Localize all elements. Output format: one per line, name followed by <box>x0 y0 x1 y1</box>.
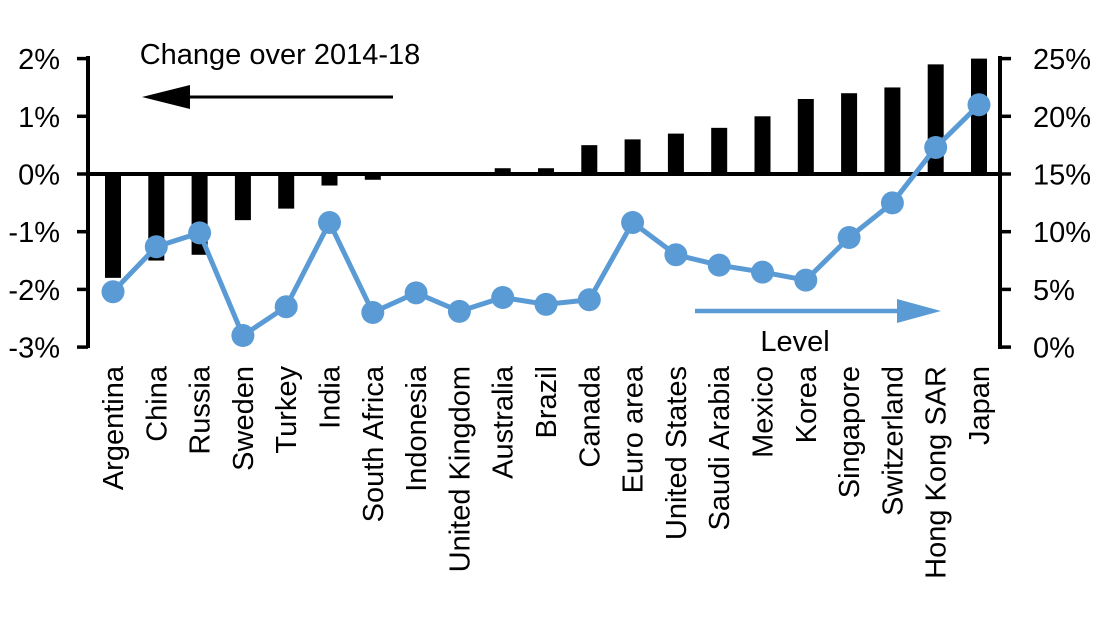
right-tick-label: 0% <box>1033 333 1075 365</box>
level-marker-china <box>144 235 168 259</box>
left-axis-ticks <box>77 56 88 349</box>
left-tick-label: 2% <box>18 44 60 76</box>
left-tick-label: -2% <box>8 275 60 307</box>
level-marker-canada <box>577 288 601 312</box>
bar-euro-area <box>624 139 641 174</box>
category-label-united-kingdom: United Kingdom <box>444 366 476 572</box>
category-label-saudi-arabia: Saudi Arabia <box>704 365 736 530</box>
left-tick-label: 1% <box>18 102 60 134</box>
category-label-russia: Russia <box>185 365 217 455</box>
category-label-mexico: Mexico <box>748 366 780 458</box>
left-tick-label: -1% <box>8 217 60 249</box>
category-label-china: China <box>141 365 173 442</box>
level-marker-singapore <box>837 225 861 249</box>
category-label-india: India <box>315 365 347 429</box>
category-label-brazil: Brazil <box>531 366 563 439</box>
category-label-japan: Japan <box>964 366 996 445</box>
level-marker-indonesia <box>404 281 428 305</box>
category-label-south-africa: South Africa <box>358 365 390 522</box>
level-arrow-right-icon <box>695 299 941 323</box>
level-marker-united-states <box>664 243 688 267</box>
level-marker-india <box>318 210 341 234</box>
bar-singapore <box>841 93 858 174</box>
category-label-turkey: Turkey <box>271 366 303 454</box>
category-label-euro-area: Euro area <box>618 365 650 493</box>
bar-turkey <box>278 174 295 209</box>
bar-sweden <box>234 174 251 221</box>
bar-korea <box>797 98 814 174</box>
left-tick-label: -3% <box>8 333 60 365</box>
level-marker-korea <box>794 268 818 292</box>
level-marker-mexico <box>751 260 774 284</box>
right-tick-label: 5% <box>1033 275 1075 307</box>
bar-switzerland <box>884 87 901 174</box>
category-label-korea: Korea <box>791 365 823 443</box>
right-axis-ticks <box>1000 56 1011 349</box>
level-marker-south-africa <box>361 300 385 324</box>
category-label-sweden: Sweden <box>228 366 260 471</box>
category-label-united-states: United States <box>661 366 693 540</box>
right-tick-label: 20% <box>1033 102 1091 134</box>
bar-australia <box>494 168 511 174</box>
category-label-indonesia: Indonesia <box>401 365 433 492</box>
bar-saudi-arabia <box>711 127 728 174</box>
line-series-title: Level <box>760 326 829 358</box>
left-axis-tick-labels: 2% 1% 0% -1% -2% -3% <box>8 44 60 365</box>
bar-mexico <box>754 116 771 174</box>
change-arrow-left-icon <box>142 85 393 109</box>
right-tick-label: 15% <box>1033 160 1091 192</box>
category-label-argentina: Argentina <box>98 365 130 490</box>
line-series-layer <box>101 93 991 348</box>
level-marker-hong-kong-sar <box>924 135 948 159</box>
right-axis-tick-labels: 25% 20% 15% 10% 5% 0% <box>1033 44 1091 365</box>
level-marker-argentina <box>101 280 125 304</box>
level-marker-euro-area <box>621 210 645 234</box>
bar-japan <box>971 58 987 174</box>
right-tick-label: 25% <box>1033 44 1091 76</box>
category-label-canada: Canada <box>574 365 606 467</box>
level-marker-united-kingdom <box>447 299 471 323</box>
left-tick-label: 0% <box>18 160 60 192</box>
category-label-hong-kong-sar: Hong Kong SAR <box>921 366 953 579</box>
bar-south-africa <box>364 174 381 180</box>
level-marker-sweden <box>231 324 255 348</box>
category-label-australia: Australia <box>488 365 520 479</box>
level-marker-turkey <box>274 295 298 319</box>
bar-united-states <box>667 133 684 174</box>
category-label-singapore: Singapore <box>834 366 866 498</box>
category-label-switzerland: Switzerland <box>877 366 909 516</box>
right-tick-label: 10% <box>1033 217 1091 249</box>
bar-argentina <box>105 174 121 278</box>
bar-canada <box>581 145 598 174</box>
level-marker-russia <box>188 221 212 245</box>
level-marker-japan <box>967 93 991 117</box>
bar-india <box>321 174 338 186</box>
bar-series-title: Change over 2014-18 <box>140 39 421 71</box>
level-marker-saudi-arabia <box>707 253 731 277</box>
bar-brazil <box>538 168 554 174</box>
level-marker-brazil <box>534 292 558 316</box>
category-axis-labels: Argentina China Russia Sweden Turkey India Sou… <box>98 365 996 579</box>
level-marker-australia <box>491 285 515 309</box>
level-marker-switzerland <box>880 191 904 215</box>
